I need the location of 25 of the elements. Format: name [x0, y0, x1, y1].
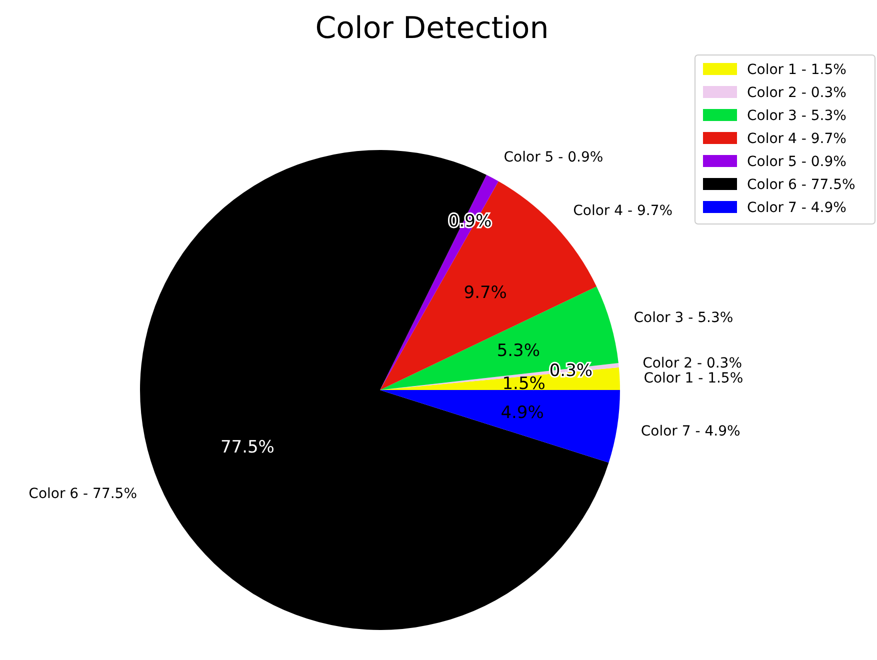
slice-label: Color 5 - 0.9% — [504, 150, 604, 166]
legend-label: Color 7 - 4.9% — [747, 200, 846, 216]
legend-label: Color 6 - 77.5% — [747, 176, 856, 193]
data-label: 9.7% — [464, 282, 507, 303]
data-label: 77.5% — [220, 437, 274, 458]
pie-slice — [140, 150, 609, 630]
legend-label: Color 1 - 1.5% — [747, 62, 846, 78]
legend-label: Color 4 - 9.7% — [747, 130, 846, 147]
slice-label: Color 7 - 4.9% — [640, 423, 740, 440]
slice-label: Color 1 - 1.5% — [644, 370, 744, 386]
legend-label: Color 3 - 5.3% — [747, 108, 846, 124]
chart-title: Color Detection — [315, 11, 549, 46]
slice-label: Color 4 - 9.7% — [573, 202, 673, 219]
legend-label: Color 5 - 0.9% — [747, 154, 846, 170]
legend-label: Color 2 - 0.3% — [747, 84, 846, 101]
slice-label: Color 6 - 77.5% — [28, 486, 138, 502]
pie-slice — [380, 390, 620, 463]
slice-label: Color 3 - 5.3% — [634, 310, 734, 326]
data-label: 1.5% — [502, 374, 546, 394]
data-label: 0.9% — [448, 211, 492, 232]
data-label: 5.3% — [496, 341, 540, 362]
data-label: 0.3% — [549, 361, 593, 382]
slice-label: Color 2 - 0.3% — [642, 356, 742, 372]
pie-slice — [380, 286, 618, 390]
data-label: 4.9% — [500, 403, 544, 424]
